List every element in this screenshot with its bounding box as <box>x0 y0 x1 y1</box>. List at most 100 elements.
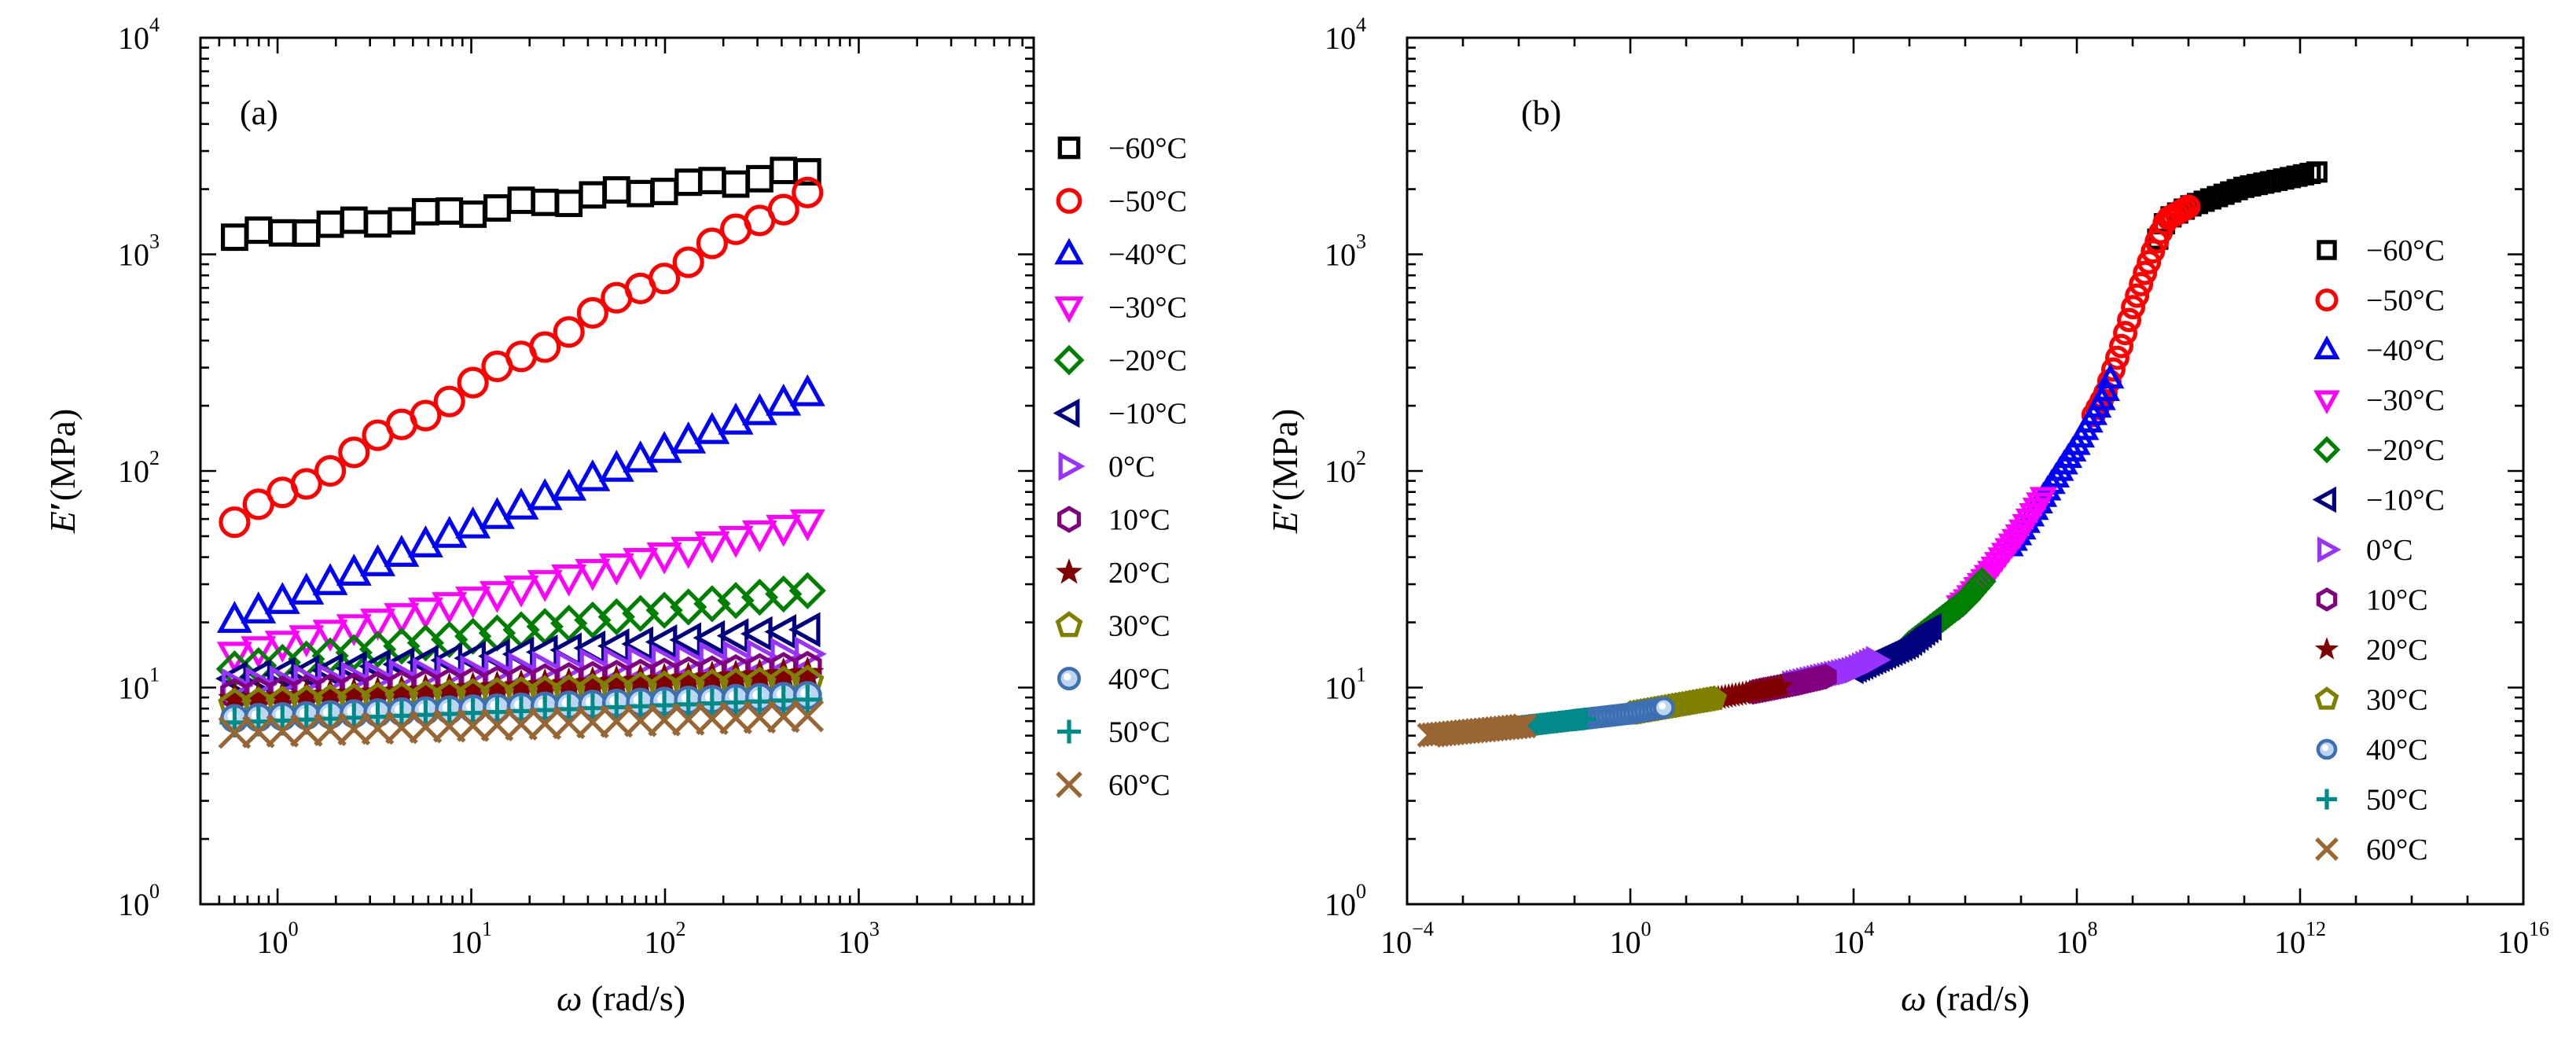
data-point <box>794 636 827 672</box>
legend-label: 0°C <box>2366 534 2413 567</box>
data-point <box>1799 667 1822 693</box>
data-point <box>410 399 442 432</box>
data-point <box>527 570 563 602</box>
legend-entry: 0°C <box>1058 451 1156 484</box>
legend-label: −40°C <box>1108 238 1187 271</box>
data-point <box>290 714 323 747</box>
data-point <box>722 640 755 676</box>
data-point <box>602 176 630 204</box>
data-point <box>338 436 370 469</box>
data-point <box>551 565 587 597</box>
data-point <box>1508 714 1533 739</box>
data-point <box>2109 333 2133 359</box>
data-point <box>623 548 659 580</box>
legend-entry: 50°C <box>1057 716 1170 749</box>
legend-label: 30°C <box>1108 610 1170 643</box>
data-point <box>600 704 634 738</box>
legend-entry: 0°C <box>2317 534 2413 567</box>
legend-label: −30°C <box>1108 292 1187 325</box>
data-point <box>649 263 681 295</box>
data-point <box>741 393 777 425</box>
data-point <box>385 711 418 745</box>
data-point <box>364 210 391 238</box>
data-point <box>552 706 586 740</box>
legend-marker <box>1053 344 1085 376</box>
data-point <box>1802 667 1825 693</box>
legend-entry: −20°C <box>1053 344 1187 377</box>
legend-entry: −40°C <box>1054 237 1187 271</box>
legend-marker <box>1057 136 1081 160</box>
legend-marker <box>1057 506 1081 533</box>
data-point <box>1652 696 1675 719</box>
legend-label: −60°C <box>1108 132 1187 165</box>
data-point <box>292 219 321 247</box>
legend-entry: 20°C <box>1055 557 1170 590</box>
legend-label: 50°C <box>1108 716 1170 749</box>
legend-entry: 60°C <box>2315 833 2428 866</box>
legend-marker <box>2317 536 2342 563</box>
panel-a: 100 101 102 103 100 101 102 103 104 ω (rad/s) E′(M… <box>42 13 1187 1018</box>
legend: −60°C −50°C −40°C −30°C −20°C −10°C 0°C 10°C 20°… <box>2312 234 2445 866</box>
data-point <box>407 525 443 557</box>
data-point <box>531 188 559 216</box>
data-point <box>505 708 538 741</box>
series-60c <box>1417 713 1537 748</box>
data-point <box>435 197 464 225</box>
legend-marker <box>2315 837 2339 861</box>
legend-label: 30°C <box>2366 684 2428 717</box>
data-point <box>527 478 563 510</box>
data-point <box>455 506 491 539</box>
x-tick-label: 100 <box>1610 918 1652 960</box>
legend-label: −50°C <box>1108 186 1187 219</box>
x-tick-label: 102 <box>644 918 685 960</box>
data-point <box>479 497 515 529</box>
data-point <box>1811 664 1834 690</box>
y-tick-label: 101 <box>1325 664 1366 706</box>
x-tick-label: 100 <box>257 918 299 960</box>
data-point <box>219 506 251 539</box>
data-point <box>360 609 395 641</box>
data-point <box>789 374 825 406</box>
data-point <box>340 206 368 234</box>
data-point <box>648 703 681 737</box>
legend-label: −50°C <box>2366 285 2445 318</box>
data-point <box>1575 708 1597 730</box>
legend-label: 20°C <box>1108 557 1170 590</box>
series-neg30c <box>216 509 825 674</box>
data-point <box>241 591 277 623</box>
data-point <box>2092 375 2120 401</box>
legend-marker <box>2317 789 2337 810</box>
legend-label: −40°C <box>2366 334 2445 367</box>
legend-entry: −10°C <box>1053 398 1187 431</box>
data-point <box>455 587 491 619</box>
legend-entry: −30°C <box>2313 384 2445 417</box>
data-point <box>2029 487 2058 513</box>
data-point <box>788 572 826 609</box>
legend-label: −10°C <box>1108 398 1187 431</box>
x-tick-label: 104 <box>1833 918 1875 960</box>
legend-label: 10°C <box>1108 504 1170 537</box>
data-point <box>598 450 634 482</box>
axis-ticks <box>1406 36 2525 906</box>
data-point <box>767 193 799 226</box>
data-point <box>388 207 416 235</box>
data-point <box>432 709 466 743</box>
y-tick-label: 101 <box>118 664 160 706</box>
data-point <box>745 164 774 193</box>
data-markers <box>1417 161 2328 748</box>
panel-label: (b) <box>1521 94 1561 132</box>
data-point <box>336 554 372 586</box>
data-point <box>288 625 325 657</box>
legend-marker <box>1054 237 1084 265</box>
legend-marker <box>2312 486 2336 513</box>
data-point <box>244 216 273 245</box>
legend-label: 60°C <box>2366 833 2428 866</box>
data-point <box>2104 345 2130 370</box>
x-tick-label: 10−4 <box>1380 918 1434 960</box>
data-point <box>2113 321 2138 346</box>
legend-marker <box>1055 558 1083 584</box>
y-tick-label: 104 <box>1325 13 1366 56</box>
data-point <box>672 246 704 278</box>
y-tick-label: 103 <box>1325 230 1366 273</box>
plot-frame <box>1406 36 2525 906</box>
